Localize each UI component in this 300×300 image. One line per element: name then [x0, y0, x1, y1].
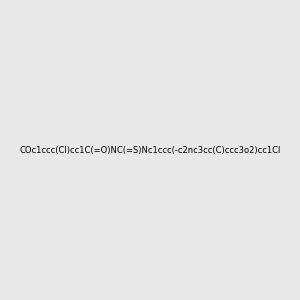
Text: COc1ccc(Cl)cc1C(=O)NC(=S)Nc1ccc(-c2nc3cc(C)ccc3o2)cc1Cl: COc1ccc(Cl)cc1C(=O)NC(=S)Nc1ccc(-c2nc3cc… — [19, 146, 281, 154]
